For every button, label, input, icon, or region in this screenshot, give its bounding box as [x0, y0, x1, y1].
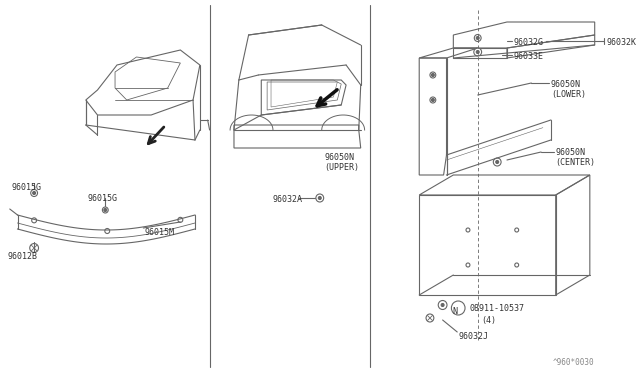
Circle shape	[515, 228, 518, 232]
Circle shape	[31, 189, 38, 196]
Circle shape	[474, 48, 482, 56]
Text: 96050N: 96050N	[551, 80, 581, 89]
Circle shape	[178, 217, 183, 222]
Circle shape	[105, 228, 109, 234]
Circle shape	[438, 301, 447, 310]
Circle shape	[466, 228, 470, 232]
Circle shape	[466, 263, 470, 267]
Circle shape	[431, 74, 435, 77]
Text: N: N	[452, 307, 458, 315]
Text: (UPPER): (UPPER)	[324, 163, 360, 172]
Circle shape	[430, 97, 436, 103]
Circle shape	[29, 244, 38, 253]
Circle shape	[431, 99, 435, 102]
Circle shape	[32, 218, 36, 223]
Circle shape	[104, 208, 107, 212]
Circle shape	[451, 301, 465, 315]
Circle shape	[426, 314, 434, 322]
Text: 96032J: 96032J	[458, 332, 488, 341]
Circle shape	[474, 35, 481, 42]
Circle shape	[102, 207, 108, 213]
Circle shape	[318, 196, 321, 199]
Circle shape	[515, 263, 518, 267]
Circle shape	[33, 192, 36, 195]
Text: 96012B: 96012B	[8, 252, 38, 261]
Text: 96050N: 96050N	[324, 153, 355, 162]
Text: 96032G: 96032G	[514, 38, 544, 47]
Text: (CENTER): (CENTER)	[556, 158, 596, 167]
Text: 96015G: 96015G	[88, 194, 117, 203]
Text: 96050N: 96050N	[556, 148, 586, 157]
Text: (LOWER): (LOWER)	[551, 90, 586, 99]
Text: (4): (4)	[482, 316, 497, 325]
Circle shape	[430, 72, 436, 78]
Text: 96015M: 96015M	[144, 228, 174, 237]
Text: 96015G: 96015G	[12, 183, 42, 192]
Circle shape	[496, 160, 499, 164]
Circle shape	[476, 51, 479, 54]
Circle shape	[493, 158, 501, 166]
Circle shape	[441, 304, 444, 307]
Circle shape	[476, 36, 479, 39]
Text: 08911-10537: 08911-10537	[470, 304, 525, 313]
Text: 96033E: 96033E	[514, 52, 544, 61]
Circle shape	[316, 194, 324, 202]
Text: ^960*0030: ^960*0030	[553, 358, 595, 367]
Text: 96032K: 96032K	[607, 38, 636, 47]
Text: 96032A: 96032A	[273, 195, 303, 204]
